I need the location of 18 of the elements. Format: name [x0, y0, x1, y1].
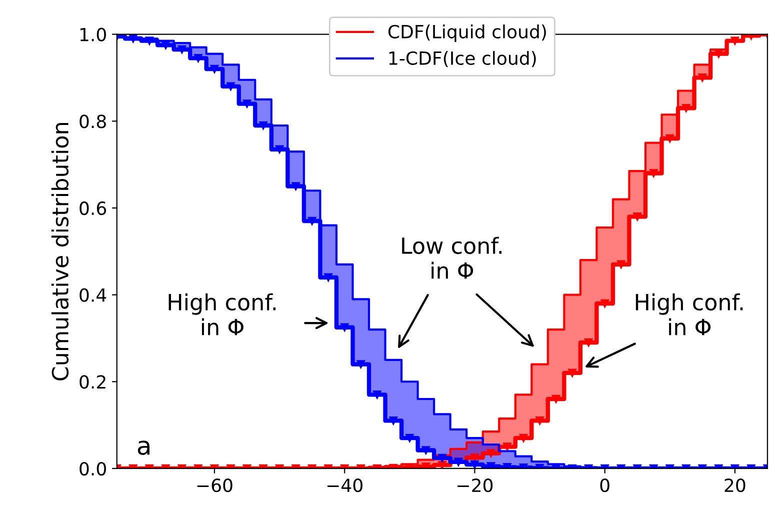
- x-tick-label: 0: [600, 478, 610, 492]
- y-axis-title: Cumulative distribution: [51, 123, 69, 380]
- x-tick-label: 20: [724, 478, 746, 492]
- y-tick-label: 0.4: [80, 288, 106, 302]
- y-tick-label: 0.2: [80, 375, 106, 389]
- annotation: a: [138, 440, 150, 455]
- annotation: High conf. in Φ: [168, 293, 276, 336]
- legend-label: 1-CDF(Ice cloud): [389, 51, 536, 68]
- x-tick-label: −40: [327, 478, 362, 492]
- legend-label: CDF(Liquid cloud): [388, 24, 546, 42]
- y-tick-label: 0.6: [80, 201, 106, 216]
- y-tick-label: 0.8: [80, 114, 106, 128]
- x-tick-label: −60: [197, 478, 232, 492]
- annotation: Low conf. in Φ: [402, 236, 502, 279]
- y-tick-label: 0.0: [80, 462, 106, 476]
- annotation: High conf. in Φ: [636, 293, 743, 336]
- x-tick-label: −20: [458, 478, 493, 492]
- y-tick-label: 1.0: [80, 28, 106, 42]
